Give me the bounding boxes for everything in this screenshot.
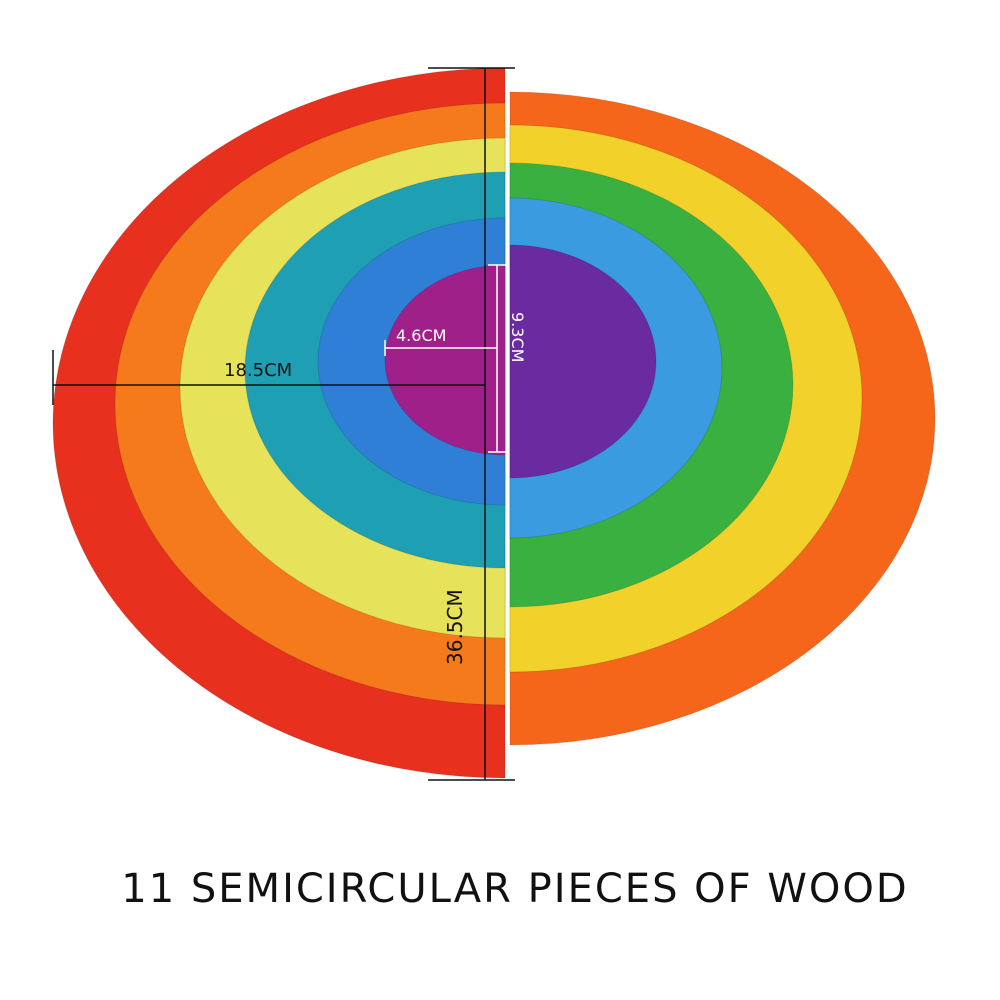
- left-piece-6: [384, 264, 506, 456]
- outer-diameter-label: 36.5CM: [443, 589, 467, 665]
- dimension-lines: [52, 67, 515, 781]
- inner-radius-label-text: 4.6CM: [396, 326, 446, 345]
- right-piece-5: [509, 244, 657, 479]
- inner-diameter-label: 9.3CM: [508, 312, 527, 362]
- outer-radius-label: 18.5CM: [224, 360, 292, 381]
- inner-dimension-lines: [384, 264, 506, 453]
- caption: 11 SEMICIRCULAR PIECES OF WOOD: [121, 866, 909, 912]
